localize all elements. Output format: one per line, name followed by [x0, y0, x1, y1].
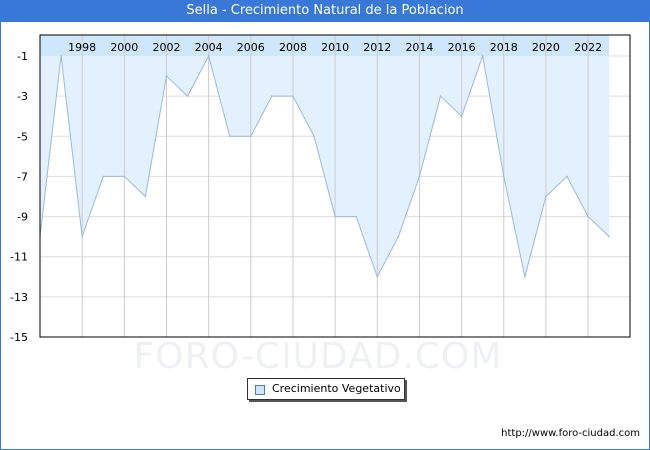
data-point	[186, 95, 189, 97]
data-point	[481, 55, 484, 57]
data-point	[587, 215, 589, 218]
data-point	[355, 215, 358, 218]
x-tick-label: 2000	[110, 41, 138, 54]
data-point	[439, 95, 442, 97]
x-tick-label: 2020	[532, 41, 560, 54]
plot-border	[39, 34, 631, 338]
data-point	[207, 55, 210, 57]
series-line	[39, 54, 610, 279]
watermark: FORO-CIUDAD.COM	[134, 336, 503, 377]
data-point	[123, 175, 126, 178]
data-point	[334, 215, 336, 218]
legend-swatch	[255, 385, 265, 395]
legend: Crecimiento Vegetativo	[247, 378, 405, 400]
x-tick-label: 2006	[237, 41, 265, 54]
y-tick-label: -5	[17, 130, 28, 143]
x-tick-label: 2014	[405, 41, 433, 54]
data-point	[250, 135, 252, 138]
data-point	[165, 75, 168, 77]
area-fill	[40, 56, 610, 277]
data-point	[81, 235, 83, 238]
data-point	[502, 175, 505, 178]
source-url[interactable]: http://www.foro-ciudad.com	[501, 428, 640, 439]
data-point	[60, 55, 62, 57]
legend-label: Crecimiento Vegetativo	[272, 382, 401, 395]
y-tick-label: -1	[17, 50, 28, 63]
y-tick-label: -3	[17, 90, 28, 103]
data-point	[228, 135, 231, 138]
x-tick-label: 2022	[574, 41, 602, 54]
x-tick-label: 2012	[363, 41, 391, 54]
data-point	[376, 275, 379, 278]
x-tick-label: 2010	[321, 41, 349, 54]
x-tick-label: 2016	[448, 41, 476, 54]
data-point	[271, 95, 273, 97]
x-tick-label: 2018	[490, 41, 518, 54]
y-tick-label: -11	[10, 251, 28, 264]
x-tick-label: 2004	[195, 41, 223, 54]
y-tick-label: -13	[10, 291, 28, 304]
y-tick-label: -9	[17, 211, 28, 224]
data-point	[545, 195, 547, 198]
data-point	[566, 175, 568, 178]
data-point	[418, 175, 421, 178]
y-tick-label: -7	[17, 170, 28, 183]
data-point	[460, 115, 463, 118]
data-point	[524, 275, 526, 278]
data-point	[144, 195, 147, 198]
chart-title: Sella - Crecimiento Natural de la Poblac…	[0, 0, 650, 22]
x-tick-label: 1998	[68, 41, 96, 54]
data-point	[397, 235, 400, 238]
x-tick-label: 2008	[279, 41, 307, 54]
x-tick-label: 2002	[152, 41, 180, 54]
data-point	[292, 95, 294, 97]
data-point	[608, 235, 610, 238]
data-point	[102, 175, 105, 178]
y-tick-label: -15	[10, 331, 28, 344]
data-point	[313, 135, 315, 138]
top-band	[40, 35, 610, 56]
